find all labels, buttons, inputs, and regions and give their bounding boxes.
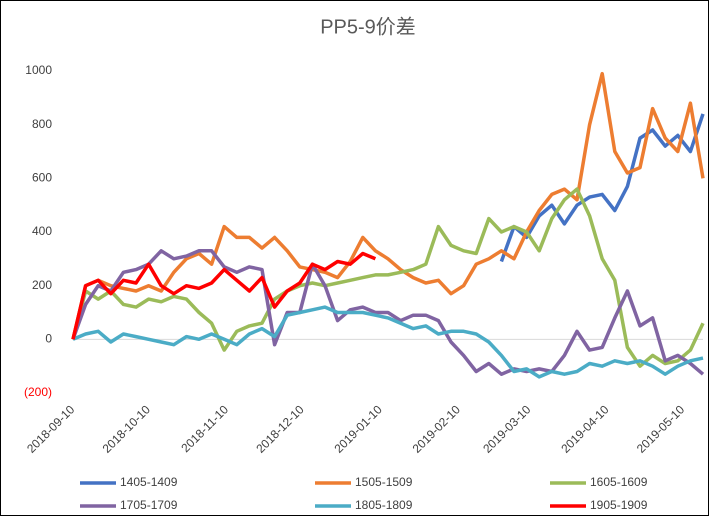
legend-label: 1705-1709 <box>120 498 178 512</box>
legend-label: 1905-1909 <box>590 498 648 512</box>
series-line <box>71 251 377 340</box>
y-tick-label: 600 <box>32 171 52 185</box>
y-tick-label: (200) <box>24 385 52 399</box>
legend-label: 1505-1509 <box>355 475 413 489</box>
y-tick-label: 1000 <box>25 63 52 77</box>
series-line <box>72 305 704 379</box>
y-tick-label: 800 <box>32 117 52 131</box>
chart-title: PP5-9价差 <box>320 15 416 38</box>
legend-label: 1605-1609 <box>590 475 648 489</box>
y-tick-label: 200 <box>32 278 52 292</box>
legend-label: 1805-1809 <box>355 498 413 512</box>
y-tick-label: 400 <box>32 224 52 238</box>
series-line <box>71 71 705 340</box>
y-tick-label: 0 <box>45 332 52 346</box>
series-line <box>71 187 705 368</box>
legend-label: 1405-1409 <box>120 475 178 489</box>
series-line <box>71 249 705 376</box>
